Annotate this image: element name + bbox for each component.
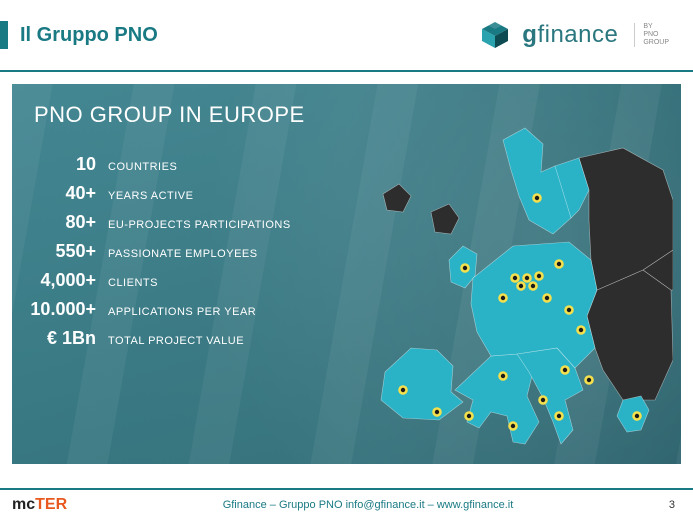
page-number: 3 xyxy=(669,499,675,511)
map-marker xyxy=(398,385,408,395)
stat-label: CLIENTS xyxy=(108,277,158,289)
stat-row: 10.000+APPLICATIONS PER YEAR xyxy=(12,299,352,320)
brand-name-rest: finance xyxy=(537,21,618,48)
map-marker xyxy=(564,305,574,315)
stat-row: € 1BnTOTAL PROJECT VALUE xyxy=(12,328,352,349)
map-marker xyxy=(538,395,548,405)
brand-name-bold: g xyxy=(522,21,537,48)
stat-label: EU-PROJECTS PARTICIPATIONS xyxy=(108,219,291,231)
europe-map xyxy=(343,100,673,450)
footer: mcTER Gfinance – Gruppo PNO info@gfinanc… xyxy=(0,488,693,520)
stat-value: € 1Bn xyxy=(12,328,108,349)
mcter-logo-right: TER xyxy=(35,496,67,514)
map-marker xyxy=(516,281,526,291)
map-marker xyxy=(542,293,552,303)
map-marker xyxy=(560,365,570,375)
stat-row: 550+PASSIONATE EMPLOYEES xyxy=(12,241,352,262)
stat-label: YEARS ACTIVE xyxy=(108,190,193,202)
stat-row: 4,000+CLIENTS xyxy=(12,270,352,291)
map-marker xyxy=(432,407,442,417)
stat-label: APPLICATIONS PER YEAR xyxy=(108,306,256,318)
stat-label: PASSIONATE EMPLOYEES xyxy=(108,248,258,260)
map-marker xyxy=(498,293,508,303)
stat-value: 550+ xyxy=(12,241,108,262)
page-title: Il Gruppo PNO xyxy=(20,24,158,47)
map-marker xyxy=(554,411,564,421)
mcter-logo-left: mc xyxy=(12,496,35,514)
stat-row: 40+YEARS ACTIVE xyxy=(12,183,352,204)
map-marker xyxy=(554,259,564,269)
title-wrap: Il Gruppo PNO xyxy=(0,21,158,49)
brand-name: gfinance xyxy=(522,21,618,49)
main: PNO GROUP IN EUROPE 10COUNTRIES40+YEARS … xyxy=(0,72,693,488)
stat-value: 40+ xyxy=(12,183,108,204)
map-marker xyxy=(464,411,474,421)
slide: Il Gruppo PNO gfinance BY PNO GROUP xyxy=(0,0,693,520)
map-marker xyxy=(534,271,544,281)
mcter-logo: mcTER xyxy=(12,496,67,514)
map-marker xyxy=(510,273,520,283)
map-marker xyxy=(460,263,470,273)
panel-title: PNO GROUP IN EUROPE xyxy=(34,102,305,128)
stat-label: TOTAL PROJECT VALUE xyxy=(108,335,244,347)
stat-value: 10 xyxy=(12,154,108,175)
footer-text: Gfinance – Gruppo PNO info@gfinance.it –… xyxy=(67,499,669,511)
stat-label: COUNTRIES xyxy=(108,161,177,173)
brand-tagline: BY PNO GROUP xyxy=(634,23,669,46)
map-marker xyxy=(508,421,518,431)
map-marker xyxy=(498,371,508,381)
stat-row: 80+EU-PROJECTS PARTICIPATIONS xyxy=(12,212,352,233)
map-marker xyxy=(528,281,538,291)
stat-value: 80+ xyxy=(12,212,108,233)
map-marker xyxy=(584,375,594,385)
stat-value: 10.000+ xyxy=(12,299,108,320)
map-marker xyxy=(632,411,642,421)
header: Il Gruppo PNO gfinance BY PNO GROUP xyxy=(0,0,693,72)
stat-row: 10COUNTRIES xyxy=(12,154,352,175)
map-marker xyxy=(522,273,532,283)
map-marker xyxy=(576,325,586,335)
title-accent-bar xyxy=(0,21,8,49)
gfinance-cube-icon xyxy=(478,20,512,50)
stats-list: 10COUNTRIES40+YEARS ACTIVE80+EU-PROJECTS… xyxy=(12,146,352,357)
brand: gfinance BY PNO GROUP xyxy=(478,20,669,50)
infographic-panel: PNO GROUP IN EUROPE 10COUNTRIES40+YEARS … xyxy=(12,84,681,464)
stat-value: 4,000+ xyxy=(12,270,108,291)
map-marker xyxy=(532,193,542,203)
